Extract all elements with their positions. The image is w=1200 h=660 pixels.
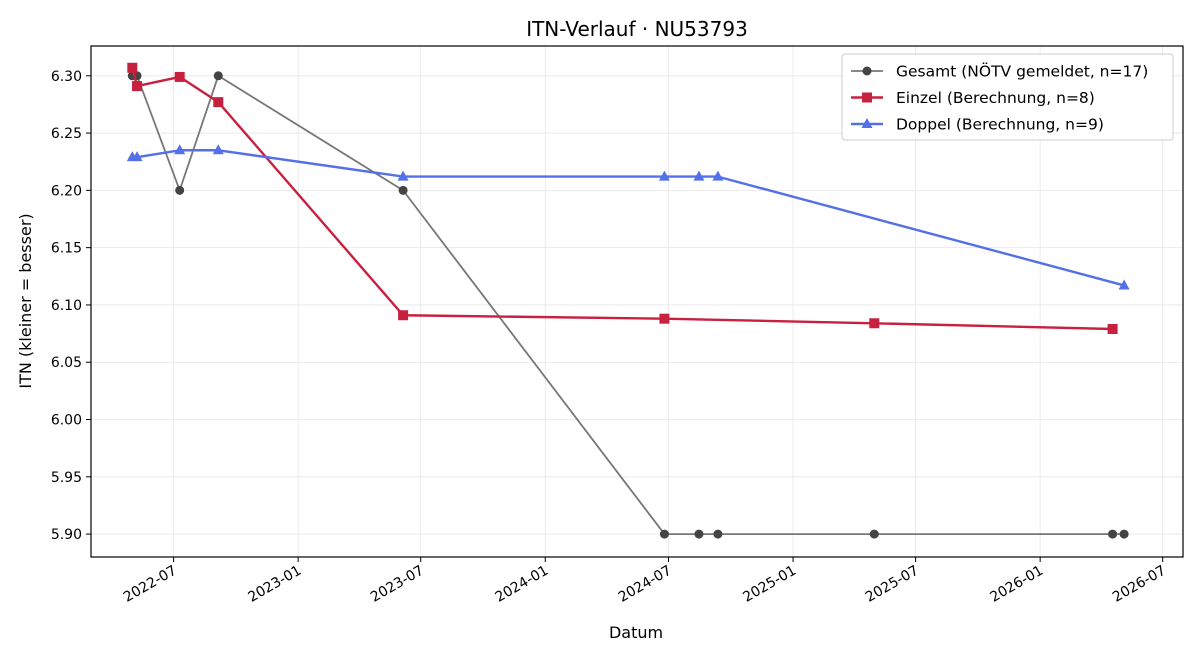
data-point — [659, 529, 669, 539]
chart-title: ITN-Verlauf · NU53793 — [526, 17, 748, 41]
x-tick-label: 2026-07 — [1110, 563, 1169, 606]
series-line — [131, 67, 1113, 331]
data-point — [174, 71, 185, 82]
y-tick-label: 6.15 — [51, 241, 82, 257]
data-point — [693, 170, 705, 181]
x-tick-label: 2026-01 — [987, 563, 1046, 606]
data-point — [658, 170, 670, 181]
data-point — [1108, 529, 1118, 539]
data-point — [712, 170, 724, 181]
y-tick-label: 6.30 — [51, 69, 82, 85]
x-tick-label: 2025-07 — [863, 563, 922, 606]
series-3 — [126, 144, 1130, 290]
legend-box — [841, 53, 1174, 141]
legend-entry: Gesamt (NÖTV gemeldet, n=17) — [851, 62, 1148, 81]
legend-label: Einzel (Berechnung, n=8) — [896, 89, 1095, 107]
data-point — [175, 185, 185, 195]
legend-label: Doppel (Berechnung, n=9) — [896, 116, 1104, 134]
data-point — [1119, 529, 1129, 539]
legend: Gesamt (NÖTV gemeldet, n=17) Einzel (Bere… — [841, 53, 1174, 141]
y-tick-label: 6.05 — [51, 355, 82, 371]
data-point — [1107, 323, 1118, 334]
x-axis: 2022-07 2023-01 2023-07 2024-01 2024-07 2025-… — [121, 557, 1169, 606]
legend-swatch-marker — [862, 66, 872, 76]
y-tick-label: 6.00 — [51, 413, 82, 429]
series-line — [132, 149, 1125, 287]
legend-entry: Doppel (Berechnung, n=9) — [851, 116, 1104, 134]
y-tick-label: 5.95 — [51, 470, 82, 486]
data-point — [213, 71, 223, 81]
y-axis-label: ITN (kleiner = besser) — [16, 213, 35, 388]
data-point — [212, 144, 224, 155]
data-point — [1118, 279, 1130, 290]
grid-lines — [91, 46, 1183, 557]
data-point — [869, 529, 879, 539]
plot-area-frame — [90, 45, 1184, 558]
data-point — [398, 185, 408, 195]
x-axis-label: Datum — [609, 623, 663, 642]
y-tick-label: 6.25 — [51, 126, 82, 142]
series-2 — [127, 62, 1118, 334]
data-point — [398, 310, 409, 321]
legend-swatch-marker — [862, 92, 872, 103]
y-tick-label: 6.10 — [51, 298, 82, 314]
x-tick-label: 2022-07 — [121, 563, 180, 606]
data-point — [132, 81, 143, 92]
legend-label: Gesamt (NÖTV gemeldet, n=17) — [896, 62, 1148, 81]
data-point — [213, 97, 224, 108]
data-point — [659, 313, 670, 324]
data-point — [694, 529, 704, 539]
data-point — [869, 318, 880, 329]
x-tick-label: 2023-01 — [245, 563, 304, 606]
x-tick-label: 2024-01 — [493, 563, 552, 606]
y-tick-label: 6.20 — [51, 183, 82, 199]
y-axis: 5.90 5.95 6.00 6.05 6.10 6.15 6.20 6.25 6.30 — [51, 69, 91, 543]
data-point — [174, 144, 186, 155]
data-point — [127, 62, 138, 73]
series-layer — [126, 62, 1130, 539]
x-tick-label: 2023-07 — [368, 563, 427, 606]
legend-swatch-marker — [861, 118, 873, 128]
data-point — [397, 170, 409, 181]
y-tick-label: 5.90 — [51, 527, 82, 543]
x-tick-label: 2025-01 — [740, 563, 799, 606]
data-point — [713, 529, 723, 539]
legend-entry: Einzel (Berechnung, n=8) — [851, 89, 1095, 107]
data-point — [131, 151, 143, 162]
x-tick-label: 2024-07 — [616, 563, 675, 606]
